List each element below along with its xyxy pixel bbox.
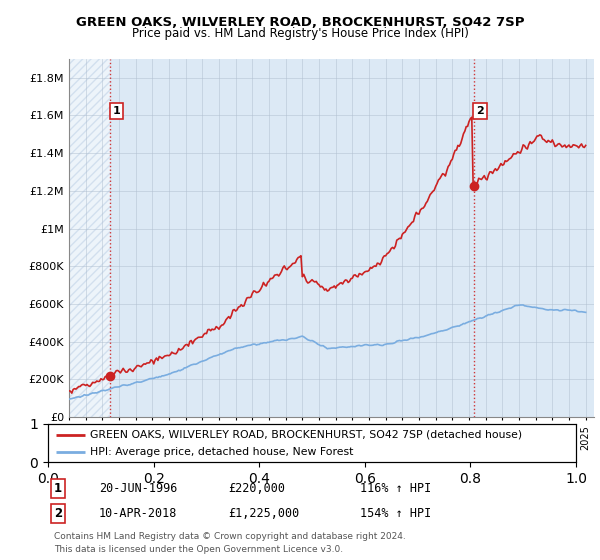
Text: £1,225,000: £1,225,000	[228, 507, 299, 520]
Text: 116% ↑ HPI: 116% ↑ HPI	[360, 482, 431, 496]
Text: 1: 1	[113, 106, 121, 116]
Text: This data is licensed under the Open Government Licence v3.0.: This data is licensed under the Open Gov…	[54, 545, 343, 554]
Text: 10-APR-2018: 10-APR-2018	[99, 507, 178, 520]
Text: 154% ↑ HPI: 154% ↑ HPI	[360, 507, 431, 520]
Text: GREEN OAKS, WILVERLEY ROAD, BROCKENHURST, SO42 7SP: GREEN OAKS, WILVERLEY ROAD, BROCKENHURST…	[76, 16, 524, 29]
Text: 2: 2	[54, 507, 62, 520]
Text: 20-JUN-1996: 20-JUN-1996	[99, 482, 178, 496]
Bar	[69, 59, 110, 417]
Text: £220,000: £220,000	[228, 482, 285, 496]
Text: 1: 1	[54, 482, 62, 496]
Text: Price paid vs. HM Land Registry's House Price Index (HPI): Price paid vs. HM Land Registry's House …	[131, 27, 469, 40]
Bar	[69, 59, 110, 417]
Text: HPI: Average price, detached house, New Forest: HPI: Average price, detached house, New …	[90, 447, 353, 458]
Bar	[69, 59, 110, 417]
Text: Contains HM Land Registry data © Crown copyright and database right 2024.: Contains HM Land Registry data © Crown c…	[54, 532, 406, 541]
Text: GREEN OAKS, WILVERLEY ROAD, BROCKENHURST, SO42 7SP (detached house): GREEN OAKS, WILVERLEY ROAD, BROCKENHURST…	[90, 430, 523, 440]
Text: 2: 2	[476, 106, 484, 116]
